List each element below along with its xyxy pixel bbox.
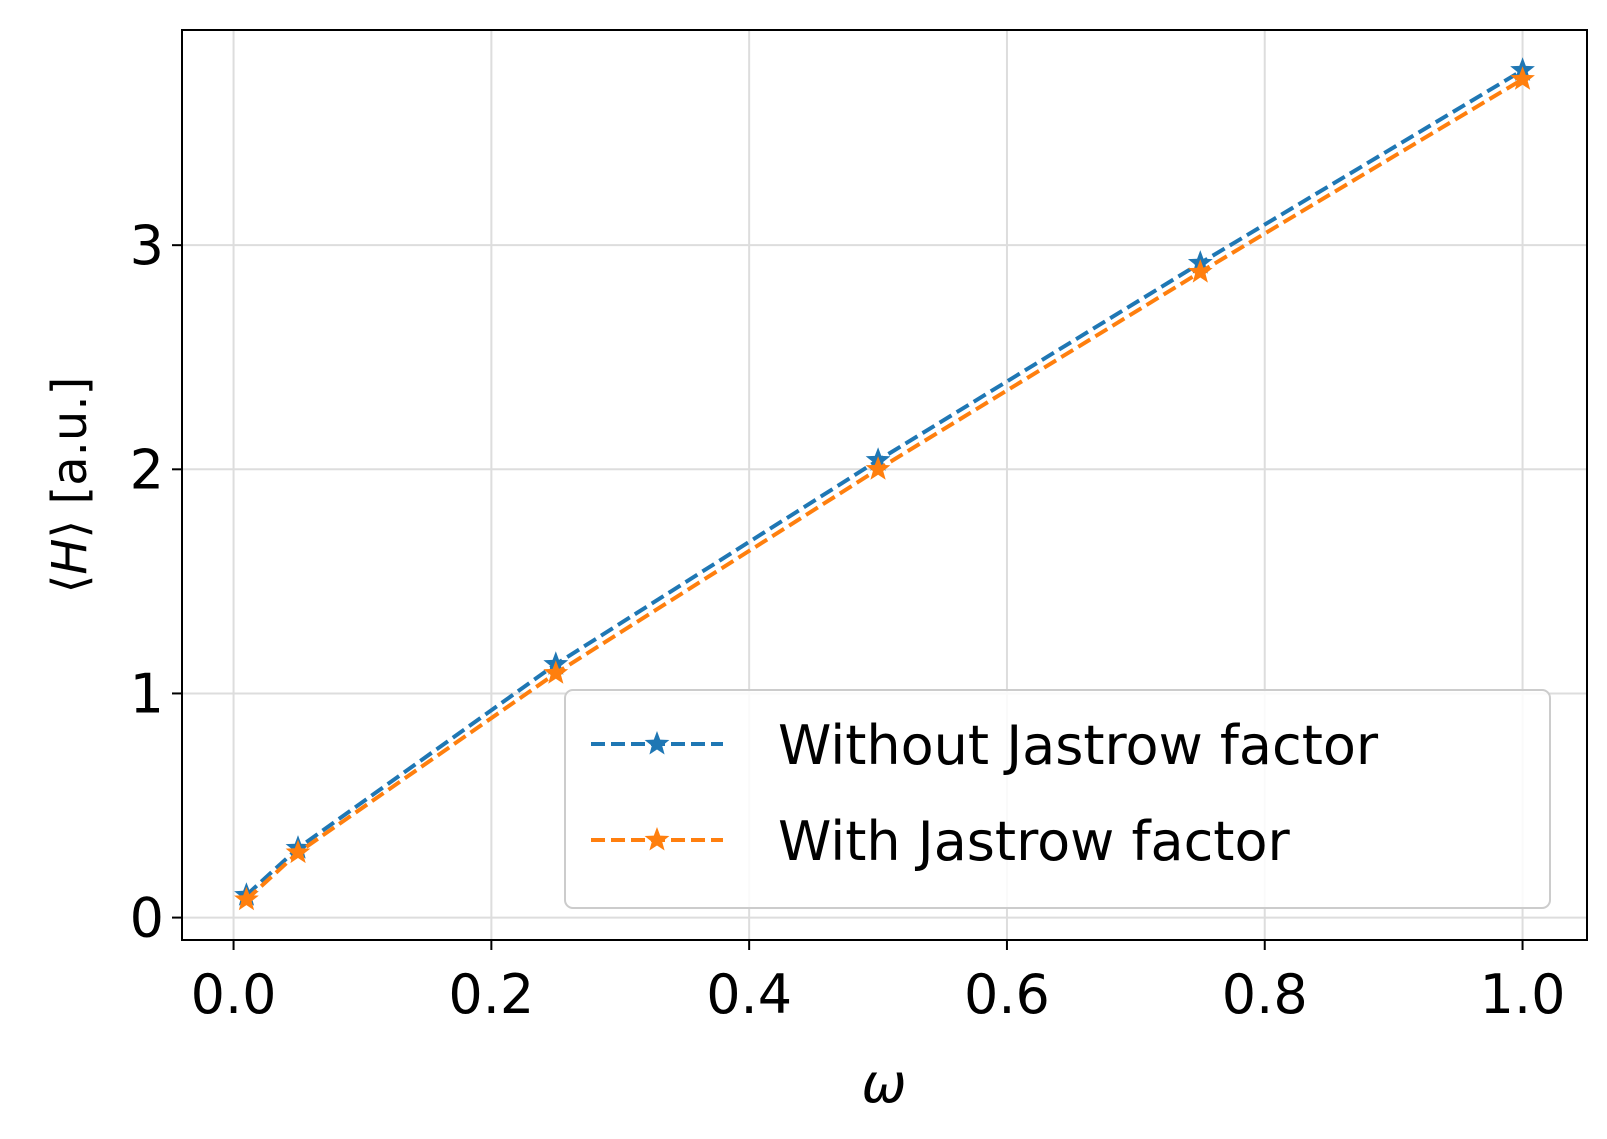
x-axis-label: ω [861, 1052, 906, 1115]
data-point-with-jastrow [285, 839, 311, 864]
data-series [234, 57, 1535, 911]
x-tick-label: 1.0 [1480, 963, 1566, 1026]
series-line-without-jastrow [245, 68, 1524, 897]
x-tick-label: 0.6 [964, 963, 1050, 1026]
y-tick-label: 0 [130, 887, 164, 950]
legend: Without Jastrow factor With Jastrow fact… [564, 689, 1551, 909]
plot-frame [181, 29, 1588, 941]
axis-ticks: 0.0 0.2 0.4 0.6 0.8 1.0 0 1 2 3 [130, 214, 1566, 1026]
x-tick-label: 0.4 [706, 963, 792, 1026]
x-tick-label: 0.0 [191, 963, 277, 1026]
data-point-with-jastrow [865, 456, 891, 480]
legend-label-with-jastrow: With Jastrow factor [778, 810, 1290, 873]
legend-swatch-marker-without-jastrow [644, 731, 670, 755]
x-tick-label: 0.2 [448, 963, 534, 1026]
y-axis-label-close-unit: ⟩ [a.u.] [42, 377, 98, 539]
y-tick-label: 2 [130, 438, 164, 501]
y-tick-label: 3 [130, 214, 164, 277]
legend-swatch-marker-with-jastrow [644, 827, 670, 851]
data-point-with-jastrow [234, 886, 259, 911]
y-axis-label-open-bracket: ⟨ [42, 575, 98, 594]
data-point-with-jastrow [1187, 259, 1213, 283]
legend-label-without-jastrow: Without Jastrow factor [778, 714, 1379, 777]
gridlines [182, 30, 1587, 940]
y-axis-label-symbol: H [42, 538, 98, 574]
x-tick-label: 0.8 [1222, 963, 1308, 1026]
data-point-with-jastrow [1510, 66, 1535, 90]
data-point-with-jastrow [543, 660, 569, 684]
y-tick-label: 1 [130, 662, 164, 725]
series-with-jastrow [234, 66, 1535, 911]
legend-box [564, 689, 1551, 909]
y-axis-label: ⟨H⟩ [a.u.] [42, 377, 98, 594]
series-line-with-jastrow [245, 77, 1524, 902]
